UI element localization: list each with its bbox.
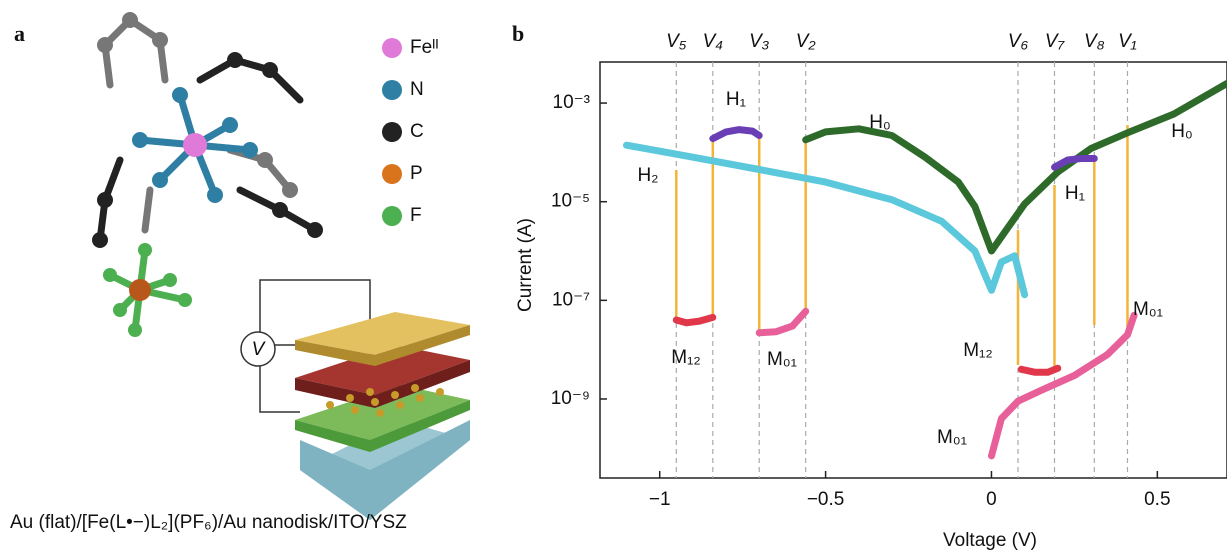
annotation: H₂ bbox=[637, 165, 658, 186]
panel-a: a V Au (flat)/[Fe(L•−)L₂](PF₆ bbox=[10, 12, 470, 533]
marker-label: V₁ bbox=[1118, 31, 1137, 52]
series-line bbox=[1051, 155, 1098, 171]
y-tick-label: 10⁻⁹ bbox=[551, 388, 590, 409]
series-line bbox=[1017, 364, 1062, 376]
molecule bbox=[92, 12, 323, 337]
plot-frame bbox=[599, 61, 1227, 479]
series-line bbox=[802, 79, 1227, 255]
x-tick-label: −1 bbox=[649, 489, 671, 510]
marker-label: V₇ bbox=[1045, 31, 1066, 52]
series-line bbox=[623, 141, 1029, 299]
series-line bbox=[672, 313, 717, 327]
marker-label: V₅ bbox=[666, 31, 687, 52]
x-tick-label: 0.5 bbox=[1144, 489, 1170, 510]
x-tick-label: 0 bbox=[986, 489, 997, 510]
meter-label: V bbox=[252, 339, 267, 360]
device: V bbox=[240, 279, 470, 520]
series-line bbox=[709, 126, 763, 143]
annotation: H₀ bbox=[1171, 121, 1193, 142]
caption: Au (flat)/[Fe(L•−)L₂](PF₆)/Au nanodisk/I… bbox=[10, 512, 407, 533]
annotation: M₀₁ bbox=[767, 349, 797, 370]
marker-label: V₂ bbox=[796, 31, 817, 52]
panel-label: b bbox=[512, 21, 524, 46]
legend-label: F bbox=[410, 205, 422, 226]
x-tick-label: −0.5 bbox=[807, 489, 845, 510]
series-line bbox=[988, 311, 1138, 460]
legend-swatch bbox=[382, 80, 402, 100]
marker-label: V₈ bbox=[1084, 31, 1105, 52]
annotation: H₀ bbox=[869, 112, 891, 133]
marker-label: V₄ bbox=[703, 31, 723, 52]
annotation: H₁ bbox=[726, 89, 746, 110]
legend-swatch bbox=[382, 38, 402, 58]
legend-label: P bbox=[410, 163, 423, 184]
panel-label: a bbox=[14, 21, 25, 46]
x-axis-label: Voltage (V) bbox=[943, 530, 1037, 551]
legend-label: N bbox=[410, 79, 424, 100]
y-tick-label: 10⁻⁵ bbox=[551, 191, 590, 212]
annotation: H₁ bbox=[1065, 183, 1085, 204]
legend-swatch bbox=[382, 164, 402, 184]
annotation: M₁₂ bbox=[671, 347, 701, 368]
series-line bbox=[755, 307, 810, 337]
legend-swatch bbox=[382, 206, 402, 226]
y-tick-label: 10⁻³ bbox=[553, 92, 591, 113]
legend-label: C bbox=[410, 121, 424, 142]
legend-label: Feᴵᴵ bbox=[410, 37, 439, 58]
annotation: M₁₂ bbox=[963, 340, 993, 361]
annotation: M₀₁ bbox=[937, 427, 967, 448]
marker-label: V₃ bbox=[749, 31, 770, 52]
annotation: M₀₁ bbox=[1133, 299, 1163, 320]
marker-label: V₆ bbox=[1008, 31, 1029, 52]
y-tick-label: 10⁻⁷ bbox=[552, 289, 590, 310]
y-axis-label: Current (A) bbox=[515, 218, 536, 312]
legend-swatch bbox=[382, 122, 402, 142]
